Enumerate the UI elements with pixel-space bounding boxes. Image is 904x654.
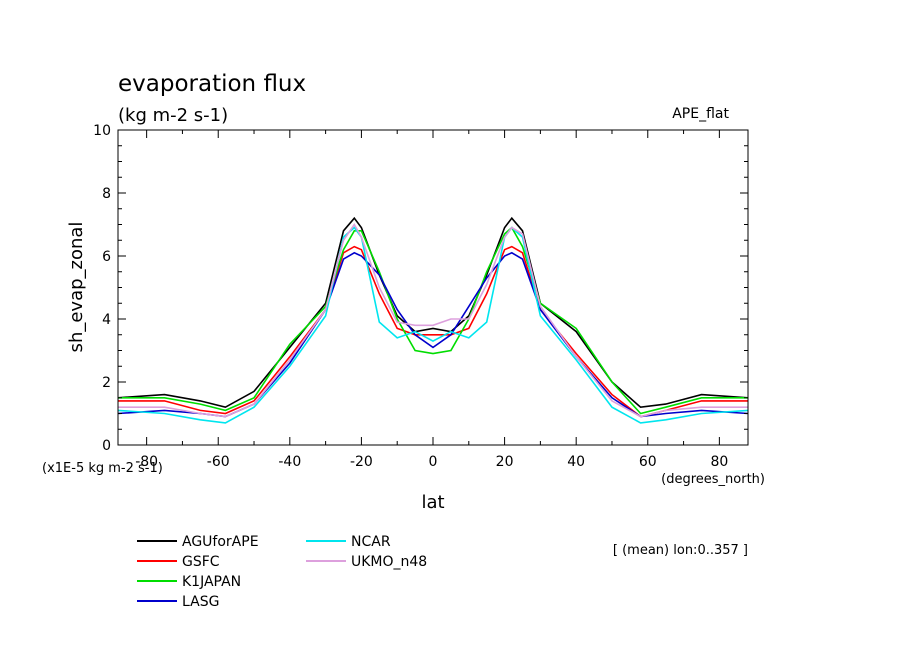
y-scale-note: (x1E-5 kg m-2 s-1) <box>42 461 163 476</box>
mean-note: [ (mean) lon:0..357 ] <box>613 543 748 558</box>
legend-label: K1JAPAN <box>182 574 241 590</box>
chart-title: evaporation flux <box>118 71 306 97</box>
x-tick-label: -80 <box>135 454 158 470</box>
x-tick-label: 0 <box>429 454 438 470</box>
y-tick-label: 0 <box>102 438 111 454</box>
series-line-aguforape <box>117 216 749 409</box>
y-tick-label: 6 <box>102 249 111 265</box>
series-line-ukmo-n48 <box>118 222 748 418</box>
y-tick-label: 8 <box>102 186 111 202</box>
series-line-k1japan <box>118 226 748 415</box>
legend-label: NCAR <box>351 534 391 550</box>
series-layer <box>117 216 749 424</box>
experiment-label: APE_flat <box>672 106 729 122</box>
x-tick-label: 20 <box>496 454 514 470</box>
series-line-ncar <box>117 226 749 424</box>
x-axis-label: lat <box>421 492 444 513</box>
plot-frame <box>117 129 749 446</box>
series-line-gsfc <box>118 245 748 418</box>
chart-subtitle: (kg m-2 s-1) <box>118 105 228 126</box>
y-axis-label: sh_evap_zonal <box>66 222 87 353</box>
ticks-layer: -80 -60 -40 -20 0 20 40 60 80 0 2 4 6 8 10 <box>93 123 748 470</box>
x-tick-label: 80 <box>710 454 728 470</box>
legend-label: GSFC <box>182 554 220 570</box>
y-tick-label: 4 <box>102 312 111 328</box>
x-tick-label: -60 <box>207 454 230 470</box>
x-tick-label: -20 <box>350 454 373 470</box>
legend-label: UKMO_n48 <box>351 554 427 570</box>
y-tick-label: 2 <box>102 375 111 391</box>
legend: AGUforAPE GSFC K1JAPAN LASG NCAR UKMO_n48 <box>137 534 427 610</box>
x-units-label: (degrees_north) <box>661 472 765 487</box>
legend-label: LASG <box>182 594 219 610</box>
y-tick-label: 10 <box>93 123 111 139</box>
x-tick-label: 40 <box>567 454 585 470</box>
x-tick-label: -40 <box>278 454 301 470</box>
x-tick-label: 60 <box>639 454 657 470</box>
legend-label: AGUforAPE <box>182 534 259 550</box>
